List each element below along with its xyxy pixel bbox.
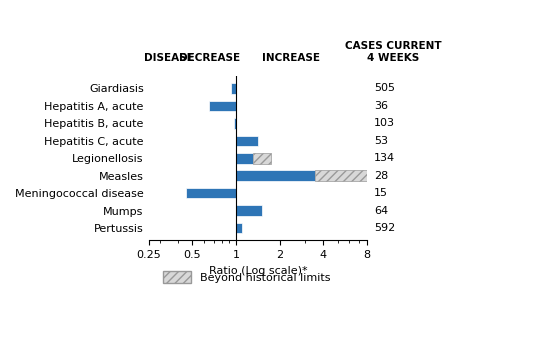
Bar: [236, 223, 242, 233]
Text: 64: 64: [374, 206, 388, 215]
Bar: [231, 83, 236, 94]
Text: 592: 592: [374, 223, 395, 233]
Text: 53: 53: [374, 136, 388, 146]
Bar: [185, 188, 236, 198]
Text: CASES CURRENT
4 WEEKS: CASES CURRENT 4 WEEKS: [345, 42, 442, 63]
Bar: [253, 153, 271, 164]
Text: 505: 505: [374, 83, 395, 93]
Bar: [236, 206, 263, 216]
Bar: [236, 170, 315, 181]
Bar: [236, 153, 253, 164]
Text: 36: 36: [374, 101, 388, 111]
Text: 134: 134: [374, 153, 395, 163]
Text: INCREASE: INCREASE: [261, 53, 319, 63]
Bar: [209, 101, 236, 111]
Bar: [315, 170, 367, 181]
Text: 103: 103: [374, 118, 395, 129]
Legend: Beyond historical limits: Beyond historical limits: [159, 267, 335, 287]
Text: 28: 28: [374, 171, 388, 181]
Text: DECREASE: DECREASE: [179, 53, 240, 63]
Text: DISEASE: DISEASE: [144, 53, 194, 63]
Bar: [236, 136, 258, 146]
X-axis label: Ratio (Log scale)*: Ratio (Log scale)*: [208, 266, 307, 275]
Text: 15: 15: [374, 188, 388, 198]
Bar: [234, 118, 236, 129]
